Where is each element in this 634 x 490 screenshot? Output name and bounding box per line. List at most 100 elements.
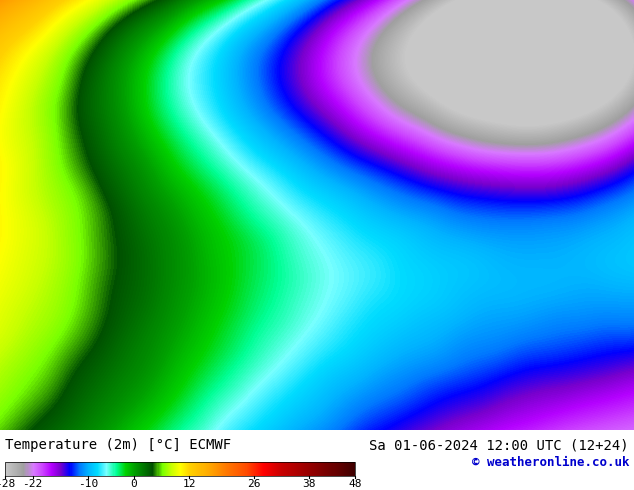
Bar bbox=[49, 462, 50, 476]
Bar bbox=[348, 462, 349, 476]
Bar bbox=[131, 462, 132, 476]
Bar bbox=[77, 462, 79, 476]
Text: Sa 01-06-2024 12:00 UTC (12+24): Sa 01-06-2024 12:00 UTC (12+24) bbox=[370, 438, 629, 452]
Bar bbox=[273, 462, 274, 476]
Bar bbox=[146, 462, 147, 476]
Bar bbox=[170, 462, 171, 476]
Bar bbox=[12, 462, 13, 476]
Bar bbox=[23, 462, 25, 476]
Bar bbox=[258, 462, 259, 476]
Bar bbox=[306, 462, 307, 476]
Bar bbox=[295, 462, 297, 476]
Bar bbox=[257, 462, 258, 476]
Bar bbox=[221, 462, 222, 476]
Bar bbox=[254, 462, 255, 476]
Bar bbox=[247, 462, 249, 476]
Bar bbox=[18, 462, 19, 476]
Bar bbox=[351, 462, 352, 476]
Bar bbox=[352, 462, 353, 476]
Bar bbox=[147, 462, 148, 476]
Bar bbox=[85, 462, 86, 476]
Bar bbox=[94, 462, 95, 476]
Bar bbox=[288, 462, 290, 476]
Bar bbox=[173, 462, 174, 476]
Bar bbox=[27, 462, 29, 476]
Text: 48: 48 bbox=[348, 479, 362, 489]
Bar bbox=[19, 462, 20, 476]
Bar bbox=[104, 462, 105, 476]
Bar bbox=[34, 462, 35, 476]
Bar bbox=[314, 462, 315, 476]
Bar bbox=[236, 462, 237, 476]
Bar bbox=[317, 462, 318, 476]
Bar bbox=[263, 462, 264, 476]
Bar bbox=[51, 462, 52, 476]
Bar bbox=[339, 462, 340, 476]
Bar bbox=[333, 462, 335, 476]
Bar bbox=[74, 462, 75, 476]
Bar bbox=[55, 462, 56, 476]
Bar bbox=[192, 462, 193, 476]
Bar bbox=[195, 462, 197, 476]
Bar bbox=[179, 462, 180, 476]
Bar bbox=[123, 462, 124, 476]
Bar bbox=[225, 462, 226, 476]
Bar bbox=[137, 462, 138, 476]
Bar bbox=[229, 462, 230, 476]
Bar bbox=[309, 462, 310, 476]
Bar bbox=[140, 462, 141, 476]
Bar bbox=[224, 462, 225, 476]
Bar bbox=[220, 462, 221, 476]
Bar bbox=[216, 462, 217, 476]
Bar bbox=[210, 462, 212, 476]
Bar bbox=[149, 462, 150, 476]
Bar bbox=[164, 462, 165, 476]
Bar bbox=[267, 462, 268, 476]
Bar bbox=[63, 462, 65, 476]
Bar bbox=[165, 462, 167, 476]
Bar bbox=[320, 462, 321, 476]
Bar bbox=[32, 462, 34, 476]
Bar bbox=[214, 462, 215, 476]
Bar bbox=[87, 462, 88, 476]
Bar bbox=[14, 462, 15, 476]
Bar bbox=[271, 462, 272, 476]
Bar bbox=[144, 462, 145, 476]
Bar bbox=[281, 462, 282, 476]
Bar bbox=[268, 462, 269, 476]
Bar bbox=[276, 462, 277, 476]
Bar bbox=[128, 462, 129, 476]
Bar bbox=[277, 462, 278, 476]
Bar bbox=[133, 462, 134, 476]
Bar bbox=[182, 462, 183, 476]
Bar bbox=[319, 462, 320, 476]
Bar bbox=[193, 462, 195, 476]
Bar bbox=[342, 462, 343, 476]
Bar bbox=[297, 462, 298, 476]
Bar bbox=[176, 462, 177, 476]
Bar bbox=[283, 462, 285, 476]
Bar bbox=[219, 462, 220, 476]
Bar bbox=[262, 462, 263, 476]
Text: -28: -28 bbox=[0, 479, 15, 489]
Bar bbox=[322, 462, 323, 476]
Bar bbox=[22, 462, 23, 476]
Bar bbox=[167, 462, 168, 476]
Bar bbox=[95, 462, 96, 476]
Bar bbox=[252, 462, 253, 476]
Bar bbox=[260, 462, 261, 476]
Bar bbox=[38, 462, 39, 476]
Bar bbox=[280, 462, 281, 476]
Bar bbox=[191, 462, 192, 476]
Bar bbox=[96, 462, 97, 476]
Bar bbox=[41, 462, 42, 476]
Bar bbox=[218, 462, 219, 476]
Bar bbox=[313, 462, 314, 476]
Bar bbox=[232, 462, 233, 476]
Text: -10: -10 bbox=[78, 479, 98, 489]
Bar bbox=[105, 462, 107, 476]
Bar bbox=[62, 462, 63, 476]
Bar bbox=[54, 462, 55, 476]
Bar bbox=[5, 462, 6, 476]
Bar bbox=[88, 462, 89, 476]
